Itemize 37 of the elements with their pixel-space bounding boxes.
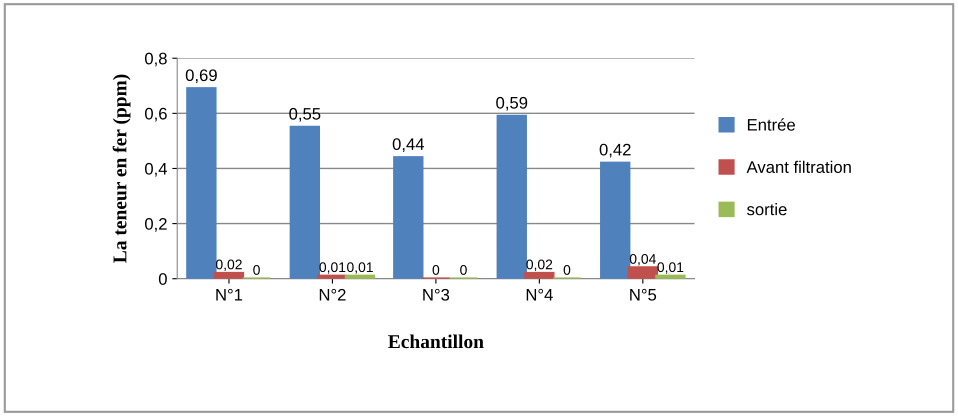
bar [628,266,658,279]
y-tick-label: 0 [158,273,167,285]
data-label: 0,59 [496,96,528,111]
data-label: 0,69 [186,69,217,84]
data-label: 0 [253,265,260,275]
bar [317,274,348,279]
x-tick-label: N°4 [526,288,553,301]
bar [496,114,527,279]
data-label: 0,42 [600,144,631,158]
bar [186,87,217,279]
x-tick-label: N°1 [216,288,242,301]
y-tick-label: 0,2 [144,218,167,232]
bar [344,274,376,279]
x-tick-label: N°2 [320,288,346,301]
data-label: 0,44 [392,138,424,152]
bar [524,272,555,279]
y-tick-label: 0,8 [144,52,167,66]
bar [600,162,630,279]
legend-label: sortie [747,203,787,216]
data-label: 0,01 [347,262,373,274]
x-tick-label: N°3 [423,288,450,301]
bar [393,156,424,279]
data-label: 0 [460,265,467,275]
y-tick-label: 0,4 [144,162,168,177]
bar [655,274,686,279]
bar [290,126,320,279]
data-label: 0 [564,265,570,275]
data-label: 0 [432,265,440,275]
x-axis-title: Echantillon [388,334,484,348]
y-axis-title: La teneur en fer (ppm) [112,74,130,263]
y-tick-label: 0,6 [144,108,167,122]
legend-label: Entrée [748,118,795,131]
data-label: 0,55 [289,108,320,122]
data-label: 0,01 [657,262,684,274]
legend-label: Avant filtration [746,160,851,173]
bar [214,272,244,279]
x-tick-label: N°5 [630,288,656,301]
